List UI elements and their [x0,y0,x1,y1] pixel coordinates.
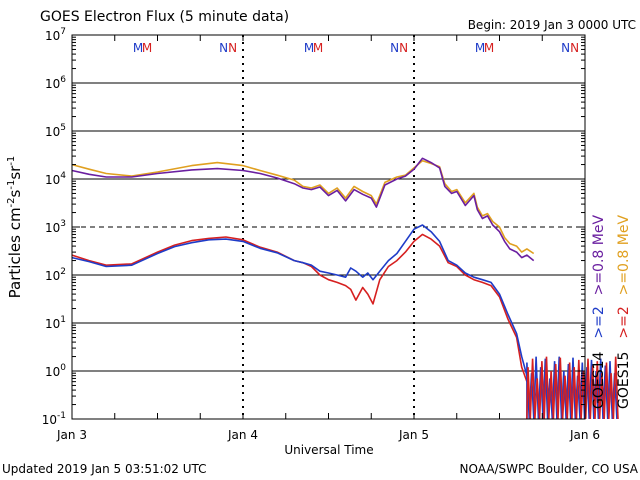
y-tick-base: 10 [45,365,60,379]
legend-column: GOES15 >=2 >=0.8 MeV [616,215,632,409]
legend-entry: >=0.8 MeV [616,215,632,296]
mn-marker-label: M [304,41,314,55]
y-tick-label: 103 [45,219,66,235]
x-tick-labels: Jan 3 Jan 4 Jan 5 Jan 6 [56,428,600,442]
y-tick-base: 10 [42,413,57,427]
mn-marker-label: M [313,41,323,55]
y-axis-label-sup3: -1 [6,156,17,166]
y-tick-exponent: -1 [57,411,66,421]
y-tick-base: 10 [45,29,60,43]
y-tick-exponent: 6 [60,75,66,85]
y-tick-label: 105 [45,123,66,139]
tick-layer [72,35,585,420]
x-tick-label: Jan 4 [227,428,258,442]
y-axis-label: Particles cm-2s-1sr-1 [6,156,24,299]
x-axis-label: Universal Time [284,443,373,457]
mn-marker-label: N [561,41,570,55]
y-tick-label: 100 [45,363,66,379]
y-tick-label: 101 [45,315,66,331]
legend-entry: >=2 [591,306,607,338]
y-tick-label: 104 [45,171,66,187]
series-line [71,224,528,376]
mn-marker-label: N [570,41,579,55]
y-tick-base: 10 [45,269,60,283]
y-tick-base: 10 [45,317,60,331]
begin-label: Begin: 2019 Jan 3 0000 UTC [468,18,636,32]
series-line [71,233,528,382]
legend-entry: GOES14 [591,351,607,409]
y-tick-label: 102 [45,267,66,283]
y-axis-label-sr: sr [6,165,24,180]
mn-marker-layer: MM N N MM N N MM N N [133,41,579,55]
y-tick-label: 106 [45,75,66,91]
series-line [71,159,535,255]
series-line [71,157,535,262]
mn-marker-label: N [219,41,228,55]
updated-label: Updated 2019 Jan 5 03:51:02 UTC [2,462,207,476]
y-tick-base: 10 [45,221,60,235]
x-tick-label: Jan 5 [398,428,429,442]
legend-entry: >=2 [616,306,632,338]
x-tick-label: Jan 6 [569,428,600,442]
y-tick-exponent: 7 [60,27,66,37]
mn-marker-label: M [484,41,494,55]
y-tick-base: 10 [45,173,60,187]
mn-marker-label: N [390,41,399,55]
y-tick-exponent: 5 [60,123,66,133]
mn-marker-label: M [475,41,485,55]
y-tick-exponent: 3 [60,219,66,229]
legend: GOES14 >=2 >=0.8 MeV GOES15 >=2 >=0.8 MeV [591,215,632,409]
plot-frame [71,34,586,420]
y-tick-base: 10 [45,77,60,91]
credit-label: NOAA/SWPC Boulder, CO USA [460,462,639,476]
y-tick-base: 10 [45,125,60,139]
y-tick-exponent: 4 [60,171,66,181]
chart-title: GOES Electron Flux (5 minute data) [40,9,289,25]
grid-layer [72,35,585,419]
mn-marker-label: N [399,41,408,55]
mn-marker-label: N [228,41,237,55]
mn-marker-label: M [133,41,143,55]
legend-entry: GOES15 [616,352,632,409]
y-tick-exponent: 1 [60,315,66,325]
y-axis-label-sup2: -1 [6,180,17,190]
y-tick-exponent: 0 [60,363,66,373]
mn-marker-label: M [142,41,152,55]
y-tick-label: 107 [45,27,66,43]
y-tick-label: 10-1 [42,411,66,427]
y-axis-label-main: Particles cm [6,207,24,298]
legend-entry: >=0.8 MeV [591,215,607,296]
y-axis-label-sup1: -2 [6,197,17,207]
y-axis-label-s: s [6,189,24,197]
x-tick-label: Jan 3 [56,428,87,442]
legend-column: GOES14 >=2 >=0.8 MeV [591,215,607,409]
y-tick-exponent: 2 [60,267,66,277]
